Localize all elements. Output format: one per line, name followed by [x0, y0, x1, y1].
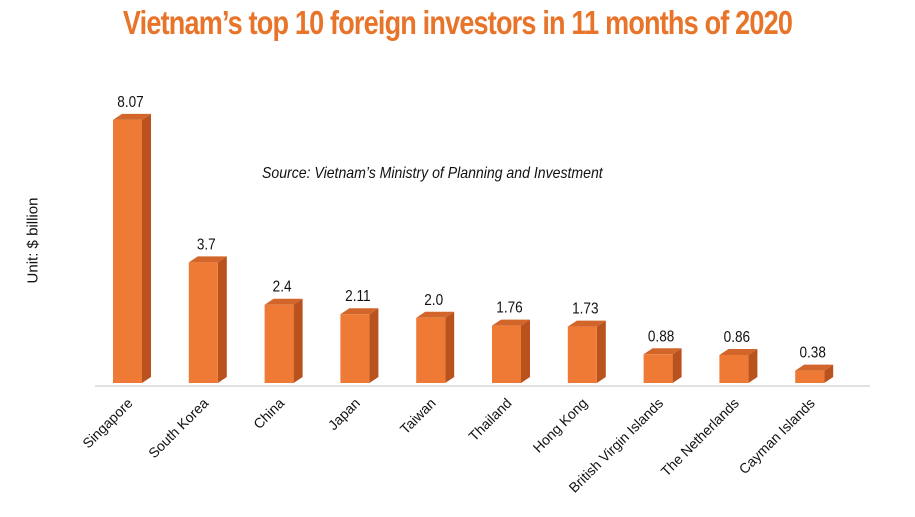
x-tick-label: Singapore	[79, 395, 136, 452]
bar-side	[824, 364, 834, 383]
bar-top	[719, 348, 758, 355]
bar-top	[113, 113, 151, 120]
bar	[264, 304, 294, 383]
bar-top	[643, 348, 682, 355]
bar-side	[521, 319, 530, 383]
bar-top	[340, 308, 379, 315]
bar	[188, 262, 218, 383]
x-tick-label: Cayman Islands	[736, 395, 818, 477]
bar-top	[567, 320, 606, 327]
data-label: 1.76	[496, 300, 522, 317]
x-tick-label: Japan	[325, 395, 363, 433]
x-tick-label: China	[250, 395, 287, 432]
chart-title: Vietnam’s top 10 foreign investors in 11…	[122, 4, 793, 41]
source-note: Source: Vietnam’s Ministry of Planning a…	[262, 165, 603, 182]
x-tick-label: Thailand	[465, 395, 514, 444]
data-label: 0.88	[648, 328, 674, 345]
bar-side	[293, 298, 303, 383]
bar	[340, 314, 370, 383]
x-tick-label: Taiwan	[397, 395, 439, 437]
x-tick-label: South Korea	[145, 395, 212, 462]
bar-side	[445, 311, 455, 383]
data-label: 0.38	[799, 345, 825, 362]
bar	[113, 119, 142, 383]
x-tick-label: Hong Kong	[530, 395, 591, 456]
bar-side	[369, 308, 379, 383]
data-label: 2.11	[345, 288, 370, 305]
bar-top	[188, 256, 227, 263]
bar-side	[672, 348, 682, 383]
bar-top	[416, 311, 455, 318]
bar-top	[795, 364, 834, 371]
bar-top	[264, 298, 303, 305]
bar-top	[492, 319, 530, 326]
bar	[416, 317, 446, 383]
data-label: 2.4	[273, 279, 292, 296]
data-label: 0.86	[724, 329, 750, 346]
bar	[719, 354, 749, 383]
bar	[643, 354, 673, 383]
bar-side	[748, 348, 758, 383]
bar-side	[596, 320, 606, 383]
data-label: 1.73	[572, 301, 598, 318]
x-tick-label: The Netherlands	[658, 395, 743, 480]
data-label: 2.0	[424, 292, 443, 309]
bar-side	[142, 113, 151, 383]
bar	[492, 325, 521, 383]
bar-side	[217, 256, 227, 383]
data-label: 8.07	[117, 94, 143, 111]
bar	[567, 326, 597, 383]
data-label: 3.7	[197, 236, 216, 253]
bar	[795, 370, 825, 383]
